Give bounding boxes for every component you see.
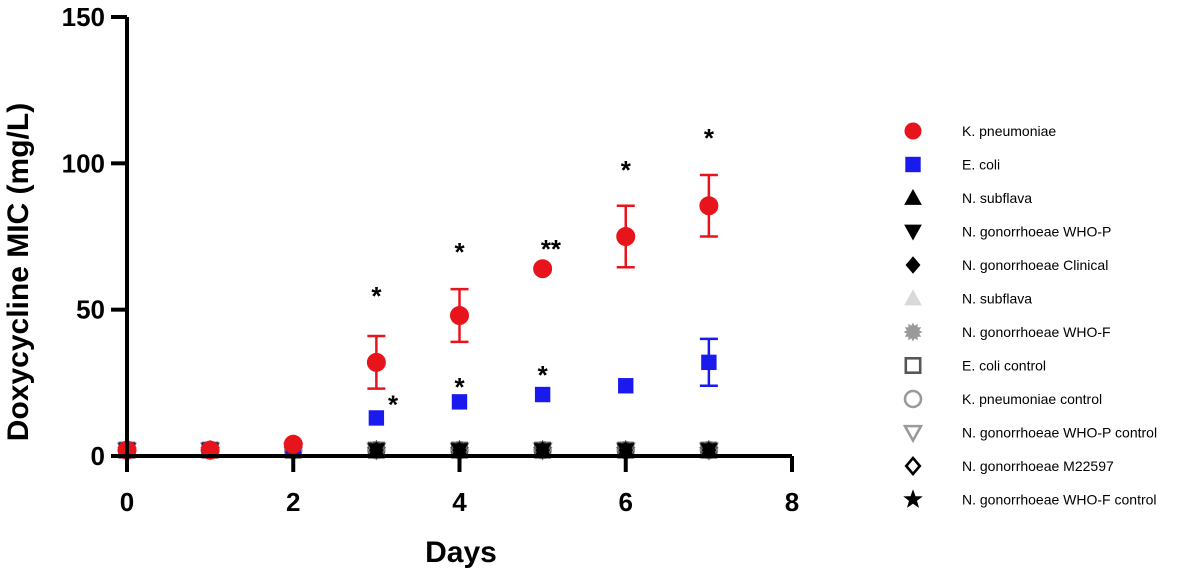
significance-label: * bbox=[454, 237, 465, 267]
data-point bbox=[451, 394, 468, 410]
legend-item: N. gonorrhoeae WHO-P control bbox=[902, 424, 1157, 444]
legend-marker bbox=[905, 256, 921, 274]
x-axis-title: Days bbox=[425, 536, 497, 569]
legend-label: N. gonorrhoeae WHO-P control bbox=[962, 425, 1157, 441]
legend-item: N. subflava bbox=[904, 188, 1032, 206]
legend-marker bbox=[904, 224, 922, 241]
legend-label: N. gonorrhoeae WHO-P bbox=[962, 224, 1111, 240]
x-tick-label: 0 bbox=[120, 487, 134, 517]
legend-marker bbox=[904, 357, 922, 374]
legend-marker bbox=[903, 489, 923, 508]
legend-item: N. subflava bbox=[904, 289, 1032, 307]
legend-item: N. gonorrhoeae WHO-F control bbox=[903, 489, 1157, 508]
x-tick-label: 6 bbox=[619, 487, 633, 517]
legend-label: N. gonorrhoeae WHO-F bbox=[962, 324, 1111, 340]
y-axis-title: Doxycycline MIC (mg/L) bbox=[2, 103, 35, 441]
significance-label: * bbox=[704, 123, 715, 153]
significance-annotations: ********* bbox=[371, 123, 715, 419]
significance-label: * bbox=[538, 360, 549, 390]
significance-label: * bbox=[388, 389, 399, 419]
data-point bbox=[368, 410, 385, 426]
data-point bbox=[533, 259, 553, 279]
legend-item: N. gonorrhoeae Clinical bbox=[905, 256, 1108, 274]
legend-item: E. coli bbox=[905, 156, 1000, 173]
y-tick-label: 150 bbox=[62, 2, 105, 32]
data-markers bbox=[116, 196, 720, 461]
legend-marker bbox=[904, 456, 922, 476]
legend-label: N. gonorrhoeae WHO-F control bbox=[962, 492, 1157, 508]
series-0 bbox=[117, 196, 719, 460]
y-tick-label: 50 bbox=[76, 295, 105, 325]
legend-item: N. gonorrhoeae M22597 bbox=[904, 456, 1114, 476]
legend-marker bbox=[904, 188, 922, 205]
x-tick-label: 8 bbox=[785, 487, 799, 517]
legend-item: N. gonorrhoeae WHO-F bbox=[903, 322, 1111, 342]
error-bars bbox=[367, 173, 718, 390]
legend-marker bbox=[905, 156, 921, 173]
legend-item: N. gonorrhoeae WHO-P bbox=[904, 224, 1111, 241]
y-tick-label: 0 bbox=[91, 441, 105, 471]
significance-label: * bbox=[454, 372, 465, 402]
significance-label: ** bbox=[541, 234, 562, 264]
x-tick-label: 2 bbox=[286, 487, 300, 517]
significance-label: * bbox=[621, 155, 632, 185]
legend-marker bbox=[902, 424, 924, 444]
legend-item: E. coli control bbox=[904, 357, 1046, 374]
data-point bbox=[618, 378, 634, 394]
legend-label: N. gonorrhoeae M22597 bbox=[962, 458, 1114, 474]
legend-label: E. coli control bbox=[962, 358, 1046, 374]
data-point bbox=[699, 196, 719, 216]
y-tick-label: 100 bbox=[62, 148, 105, 178]
legend-label: K. pneumoniae control bbox=[962, 391, 1102, 407]
data-point bbox=[616, 227, 636, 246]
legend-marker bbox=[904, 122, 922, 140]
data-point bbox=[450, 306, 469, 326]
legend-marker bbox=[903, 322, 923, 342]
data-point bbox=[701, 354, 717, 371]
data-point bbox=[366, 352, 386, 372]
legend-label: E. coli bbox=[962, 157, 1000, 173]
data-point bbox=[283, 434, 303, 454]
legend-marker bbox=[904, 289, 922, 306]
legend-label: N. gonorrhoeae Clinical bbox=[962, 257, 1108, 273]
legend-label: N. subflava bbox=[962, 291, 1032, 307]
legend-label: K. pneumoniae bbox=[962, 123, 1056, 139]
legend-marker bbox=[903, 389, 923, 409]
data-point bbox=[534, 386, 551, 403]
legend-label: N. subflava bbox=[962, 190, 1032, 206]
legend-item: K. pneumoniae control bbox=[903, 389, 1102, 409]
x-tick-label: 4 bbox=[452, 487, 467, 517]
axis-ticks: 0 2 4 6 8 0 50 100 150 bbox=[62, 2, 800, 517]
legend-item: K. pneumoniae bbox=[904, 122, 1056, 140]
significance-label: * bbox=[371, 281, 382, 311]
legend: K. pneumoniae E. coli N. subflava N. gonorr… bbox=[902, 122, 1157, 508]
